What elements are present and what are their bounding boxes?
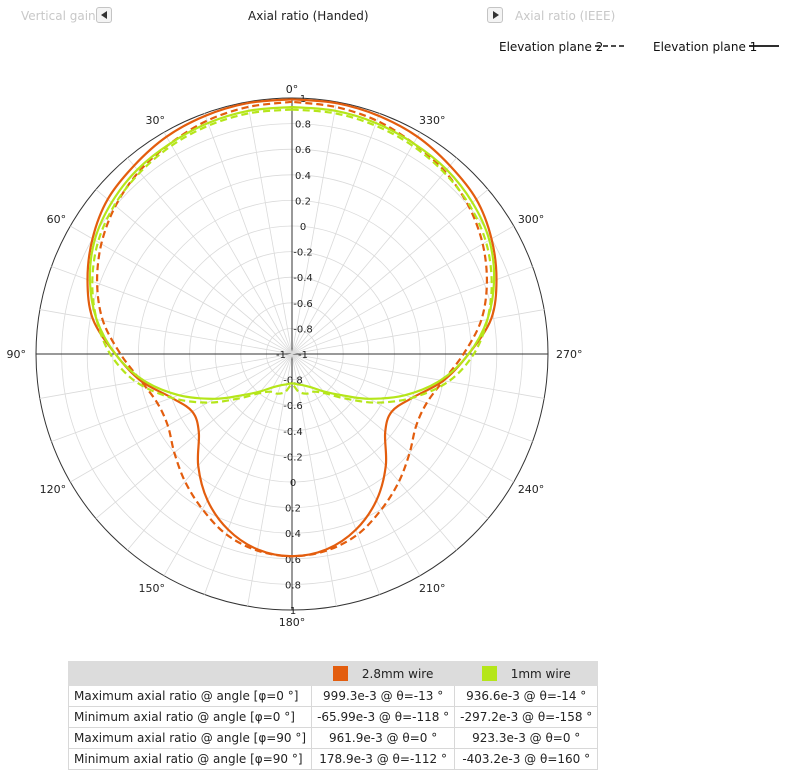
legend-solid-label: Elevation plane 1 bbox=[653, 40, 758, 54]
radial-tick-label: 0.4 bbox=[285, 529, 301, 540]
radial-tick-label: -0.4 bbox=[283, 427, 303, 438]
angle-label: 30° bbox=[146, 114, 166, 127]
legend-dashed-entry: Elevation plane 2 bbox=[499, 38, 625, 54]
chart-navigation: Vertical gain Axial ratio (Handed) Axial… bbox=[0, 0, 785, 32]
radial-tick-label: -0.2 bbox=[283, 452, 303, 463]
grid-spoke bbox=[247, 101, 337, 607]
series-line-1mm-solid bbox=[88, 105, 496, 400]
angle-label: 300° bbox=[518, 213, 545, 226]
row-label: Minimum axial ratio @ angle [φ=0 °] bbox=[67, 706, 313, 728]
radial-tick-label: 0.2 bbox=[285, 504, 301, 515]
angle-label: 240° bbox=[518, 483, 545, 496]
cell-2-8mm: 999.3e-3 @ θ=-13 ° bbox=[311, 685, 456, 707]
legend-solid-entry: Elevation plane 1 bbox=[653, 38, 779, 54]
radial-tick-label: 0.4 bbox=[295, 171, 311, 182]
angle-label: 120° bbox=[40, 483, 67, 496]
row-label: Maximum axial ratio @ angle [φ=90 °] bbox=[67, 727, 313, 749]
chevron-left-icon bbox=[101, 11, 107, 19]
cell-2-8mm: 961.9e-3 @ θ=0 ° bbox=[311, 727, 456, 749]
row-label: Maximum axial ratio @ angle [φ=0 °] bbox=[67, 685, 313, 707]
radial-tick-label: 0.6 bbox=[295, 145, 311, 156]
polar-chart: 0° 30° 60° 90° 120° 150° 180° 210° 240° 270° 300° 3… bbox=[7, 83, 583, 629]
cell-1mm: -297.2e-3 @ θ=-158 ° bbox=[454, 706, 599, 728]
swatch-2-8mm bbox=[332, 666, 348, 681]
angle-label: 90° bbox=[7, 348, 27, 361]
radial-tick-label: -0.6 bbox=[283, 401, 303, 412]
radial-tick-label: -1 bbox=[298, 350, 308, 361]
angle-label: 180° bbox=[279, 616, 306, 629]
next-chart-button[interactable] bbox=[487, 7, 503, 23]
angle-label: 150° bbox=[139, 582, 166, 595]
swatch-1mm bbox=[481, 666, 497, 681]
legend-dashed-label: Elevation plane 2 bbox=[499, 40, 604, 54]
cell-1mm: 936.6e-3 @ θ=-14 ° bbox=[454, 685, 599, 707]
angle-label: 330° bbox=[419, 114, 446, 127]
cell-2-8mm: -65.99e-3 @ θ=-118 ° bbox=[311, 706, 456, 728]
radial-tick-label: 0.2 bbox=[295, 196, 311, 207]
table-row: Maximum axial ratio @ angle [φ=0 °] 999.… bbox=[67, 685, 599, 707]
radial-tick-label: -0.8 bbox=[293, 324, 313, 335]
table-header-blank bbox=[67, 661, 313, 686]
cell-1mm: 923.3e-3 @ θ=0 ° bbox=[454, 727, 599, 749]
prev-chart-label: Vertical gain bbox=[21, 9, 96, 23]
results-table: 2.8mm wire 1mm wire Maximum axial ratio … bbox=[67, 661, 599, 770]
radial-tick-label: -0.8 bbox=[283, 376, 303, 387]
radial-tick-label: 0 bbox=[300, 222, 306, 233]
angle-label: 0° bbox=[286, 83, 299, 96]
radial-tick-label: 1 bbox=[290, 606, 296, 617]
next-chart-label: Axial ratio (IEEE) bbox=[515, 9, 616, 23]
row-label: Minimum axial ratio @ angle [φ=90 °] bbox=[67, 748, 313, 770]
solid-line-swatch bbox=[749, 45, 779, 47]
radial-tick-label: -0.6 bbox=[293, 299, 313, 310]
angle-label: 60° bbox=[47, 213, 67, 226]
radial-tick-label: 0.6 bbox=[285, 555, 301, 566]
table-header-2-8mm: 2.8mm wire bbox=[311, 661, 456, 686]
radial-tick-label: 0.8 bbox=[295, 120, 311, 131]
radial-tick-label: -1 bbox=[276, 350, 286, 361]
radial-tick-label: 0 bbox=[290, 478, 296, 489]
table-row: Minimum axial ratio @ angle [φ=90 °] 178… bbox=[67, 748, 599, 770]
angle-label: 270° bbox=[556, 348, 583, 361]
current-chart-title: Axial ratio (Handed) bbox=[248, 9, 369, 23]
table-header-1mm: 1mm wire bbox=[454, 661, 599, 686]
prev-chart-button[interactable] bbox=[96, 7, 112, 23]
cell-1mm: -403.2e-3 @ θ=160 ° bbox=[454, 748, 599, 770]
table-row: Minimum axial ratio @ angle [φ=0 °] -65.… bbox=[67, 706, 599, 728]
series-line-2-8mm-dashed bbox=[95, 100, 489, 558]
radial-tick-label: -0.4 bbox=[293, 273, 313, 284]
chevron-right-icon bbox=[493, 11, 499, 19]
radial-tick-label: -0.2 bbox=[293, 248, 313, 259]
angle-label: 210° bbox=[419, 582, 446, 595]
radial-tick-label: 0.8 bbox=[285, 580, 301, 591]
table-row: Maximum axial ratio @ angle [φ=90 °] 961… bbox=[67, 727, 599, 749]
table-header-row: 2.8mm wire 1mm wire bbox=[67, 661, 599, 686]
cell-2-8mm: 178.9e-3 @ θ=-112 ° bbox=[311, 748, 456, 770]
dashed-line-swatch bbox=[595, 45, 625, 47]
